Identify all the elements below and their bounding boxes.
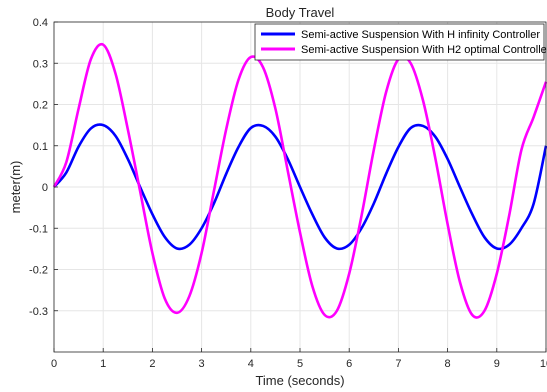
y-tick-label: 0.4 [33, 17, 48, 29]
y-tick-label: 0.1 [33, 141, 48, 153]
x-tick-label: 8 [445, 358, 451, 370]
x-tick-label: 9 [494, 358, 500, 370]
y-tick-label: -0.3 [29, 306, 48, 318]
series-layer [52, 42, 547, 319]
x-tick-label: 0 [51, 358, 57, 370]
chart-title: Body Travel [266, 5, 335, 20]
x-tick-label: 10 [540, 358, 547, 370]
axes: 0 1 2 3 4 5 6 7 8 9 10 -0.3 -0.2 -0.1 0 0.1 0.2 0.3 0.4 [29, 17, 547, 370]
h2-optimal-series-line [52, 42, 547, 319]
y-tick-label: 0 [42, 182, 48, 194]
x-tick-label: 1 [100, 358, 106, 370]
y-tick-label: 0.2 [33, 100, 48, 112]
x-tick-label: 4 [248, 358, 254, 370]
x-tick-label: 3 [199, 358, 205, 370]
x-tick-label: 2 [149, 358, 155, 370]
legend-box [254, 23, 545, 61]
x-tick-label: 5 [297, 358, 303, 370]
y-axis-title: meter(m) [8, 161, 23, 214]
legend: Semi-active Suspension With H infinity C… [254, 23, 547, 61]
x-tick-label: 6 [346, 358, 352, 370]
y-tick-label: 0.3 [33, 58, 48, 70]
x-axis-title: Time (seconds) [255, 373, 344, 388]
y-tick-label: -0.2 [29, 265, 48, 277]
legend-label: Semi-active Suspension With H2 optimal C… [301, 44, 547, 56]
x-tick-label: 7 [395, 358, 401, 370]
y-tick-label: -0.1 [29, 223, 48, 235]
legend-label: Semi-active Suspension With H infinity C… [301, 29, 540, 41]
